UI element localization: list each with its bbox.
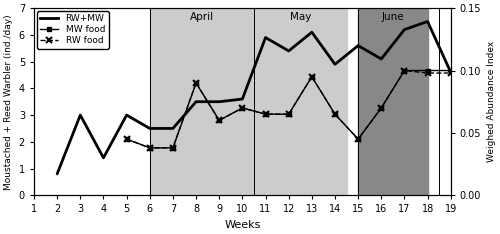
RW+MW xyxy=(355,44,361,47)
RW+MW xyxy=(309,31,315,34)
MW food xyxy=(424,69,430,72)
RW+MW xyxy=(147,127,153,130)
Text: March: March xyxy=(76,12,108,22)
Text: June: June xyxy=(382,12,404,22)
RW food xyxy=(170,146,176,149)
MW food xyxy=(309,75,315,78)
RW+MW xyxy=(170,127,176,130)
RW+MW xyxy=(216,100,222,103)
RW food xyxy=(193,82,199,84)
RW+MW xyxy=(100,157,106,159)
MW food xyxy=(355,138,361,141)
RW food xyxy=(240,106,246,109)
X-axis label: Weeks: Weeks xyxy=(224,220,260,230)
RW food xyxy=(332,113,338,116)
RW food xyxy=(355,138,361,141)
RW food xyxy=(378,106,384,109)
RW+MW xyxy=(262,36,268,39)
RW+MW xyxy=(240,98,246,100)
MW food xyxy=(240,106,246,109)
RW+MW xyxy=(424,20,430,23)
RW food xyxy=(216,119,222,122)
RW food xyxy=(124,138,130,141)
RW+MW xyxy=(402,28,407,31)
MW food xyxy=(286,113,292,116)
RW+MW xyxy=(448,71,454,74)
Y-axis label: Moustached + Reed Warbler (ind./day): Moustached + Reed Warbler (ind./day) xyxy=(4,14,13,190)
MW food xyxy=(124,138,130,141)
Text: May: May xyxy=(290,12,311,22)
RW food xyxy=(262,113,268,116)
RW+MW xyxy=(78,114,84,117)
MW food xyxy=(216,119,222,122)
Bar xyxy=(150,8,346,195)
RW food xyxy=(309,75,315,78)
MW food xyxy=(170,146,176,149)
RW food xyxy=(448,72,454,74)
Line: RW+MW: RW+MW xyxy=(57,22,451,174)
RW+MW xyxy=(332,63,338,66)
RW food xyxy=(286,113,292,116)
Line: MW food: MW food xyxy=(124,68,453,150)
MW food xyxy=(262,113,268,116)
MW food xyxy=(332,113,338,116)
RW+MW xyxy=(378,58,384,60)
RW food xyxy=(147,146,153,149)
Line: RW food: RW food xyxy=(123,67,454,151)
RW food xyxy=(402,69,407,72)
RW food xyxy=(424,72,430,74)
MW food xyxy=(193,82,199,84)
RW+MW xyxy=(193,100,199,103)
Legend: RW+MW, MW food, RW food: RW+MW, MW food, RW food xyxy=(36,11,109,49)
MW food xyxy=(448,69,454,72)
Y-axis label: Weighed Abundance Index: Weighed Abundance Index xyxy=(487,41,496,162)
MW food xyxy=(147,146,153,149)
Text: April: April xyxy=(190,12,214,22)
MW food xyxy=(378,106,384,109)
MW food xyxy=(402,69,407,72)
RW+MW xyxy=(54,172,60,175)
RW+MW xyxy=(286,50,292,52)
RW+MW xyxy=(124,114,130,117)
Bar xyxy=(358,8,428,195)
